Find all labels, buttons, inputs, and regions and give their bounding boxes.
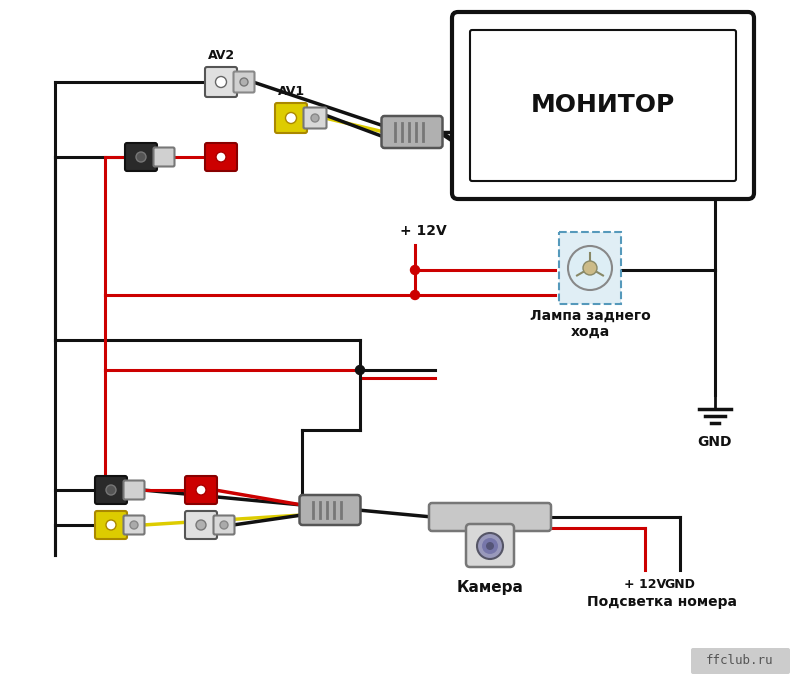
Circle shape (220, 521, 228, 529)
FancyBboxPatch shape (125, 143, 157, 171)
Circle shape (130, 521, 138, 529)
FancyBboxPatch shape (382, 116, 442, 148)
Circle shape (482, 538, 498, 554)
Text: Подсветка номера: Подсветка номера (587, 595, 737, 609)
Circle shape (410, 265, 419, 274)
FancyBboxPatch shape (123, 481, 145, 499)
FancyBboxPatch shape (205, 67, 237, 97)
Circle shape (240, 78, 248, 86)
Text: AV1: AV1 (278, 85, 305, 98)
FancyBboxPatch shape (299, 495, 361, 525)
Text: GND: GND (698, 435, 732, 449)
Circle shape (106, 520, 116, 530)
Circle shape (106, 485, 116, 495)
Circle shape (196, 520, 206, 530)
Circle shape (486, 542, 494, 550)
Circle shape (215, 76, 226, 87)
FancyBboxPatch shape (95, 511, 127, 539)
FancyBboxPatch shape (275, 103, 307, 133)
Text: Лампа заднего
хода: Лампа заднего хода (530, 309, 650, 339)
Circle shape (355, 366, 365, 374)
FancyBboxPatch shape (205, 143, 237, 171)
Text: AV2: AV2 (207, 49, 234, 62)
Text: + 12V: + 12V (624, 578, 666, 591)
FancyBboxPatch shape (185, 511, 217, 539)
FancyBboxPatch shape (234, 72, 254, 93)
FancyBboxPatch shape (691, 648, 790, 674)
Bar (559, 232, 621, 304)
Circle shape (583, 261, 597, 275)
FancyBboxPatch shape (466, 524, 514, 567)
Circle shape (410, 291, 419, 299)
FancyBboxPatch shape (214, 516, 234, 535)
Text: GND: GND (665, 578, 695, 591)
FancyBboxPatch shape (154, 147, 174, 166)
Circle shape (311, 114, 319, 122)
Circle shape (196, 485, 206, 495)
Circle shape (477, 533, 503, 559)
Circle shape (136, 152, 146, 162)
FancyBboxPatch shape (470, 30, 736, 181)
Text: + 12V: + 12V (400, 224, 446, 238)
FancyBboxPatch shape (123, 516, 145, 535)
FancyBboxPatch shape (95, 476, 127, 504)
FancyBboxPatch shape (185, 476, 217, 504)
FancyBboxPatch shape (452, 12, 754, 199)
FancyBboxPatch shape (303, 108, 326, 128)
Text: ffclub.ru: ffclub.ru (706, 655, 774, 668)
FancyBboxPatch shape (429, 503, 551, 531)
Text: Камера: Камера (457, 580, 523, 595)
Circle shape (568, 246, 612, 290)
Circle shape (216, 152, 226, 162)
Text: МОНИТОР: МОНИТОР (531, 93, 675, 117)
Circle shape (286, 113, 297, 123)
